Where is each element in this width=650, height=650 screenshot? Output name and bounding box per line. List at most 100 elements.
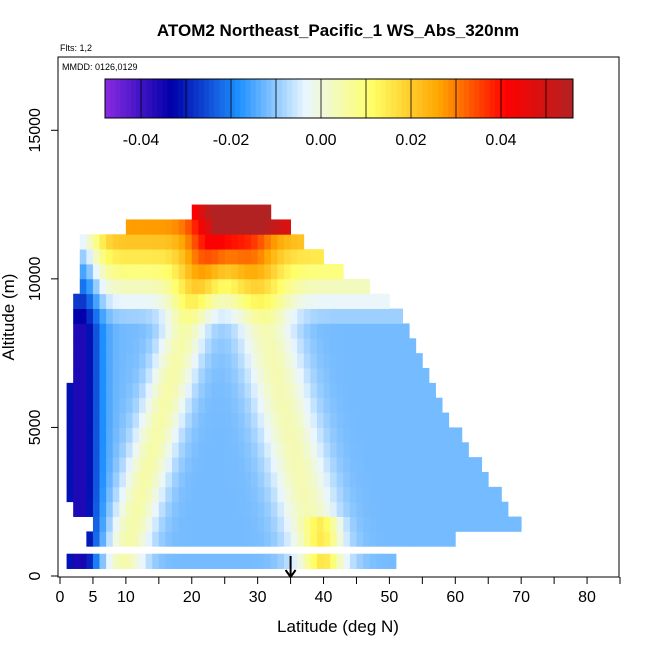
heat-cell bbox=[264, 264, 272, 280]
heat-cell bbox=[382, 531, 390, 547]
heat-cell bbox=[251, 264, 259, 280]
heat-cell bbox=[185, 397, 193, 413]
heat-cell bbox=[422, 368, 430, 384]
heat-cell bbox=[66, 382, 74, 399]
heat-cell bbox=[303, 278, 311, 295]
y-tick-label: 15000 bbox=[27, 108, 44, 153]
heat-cell bbox=[303, 472, 311, 488]
heat-cell bbox=[363, 412, 371, 428]
heat-cell bbox=[158, 531, 166, 547]
heat-cell bbox=[119, 234, 127, 250]
heat-cell bbox=[132, 249, 140, 265]
heat-cell bbox=[244, 382, 252, 399]
heat-cell bbox=[139, 472, 147, 488]
heat-cell bbox=[468, 501, 476, 517]
heat-cell bbox=[251, 308, 259, 324]
heat-cell bbox=[415, 368, 423, 384]
heat-cell bbox=[86, 472, 94, 488]
heat-cell bbox=[369, 368, 377, 384]
heat-cell bbox=[323, 293, 331, 309]
heat-cell bbox=[165, 234, 173, 250]
heat-cell bbox=[165, 486, 173, 503]
heat-cell bbox=[284, 278, 291, 295]
heat-cell bbox=[231, 457, 239, 473]
colorbar-segment bbox=[209, 79, 215, 118]
heat-cell bbox=[132, 278, 140, 295]
heat-cell bbox=[349, 293, 357, 309]
heat-cell bbox=[132, 219, 140, 235]
heat-cell bbox=[369, 308, 377, 324]
heat-cell bbox=[435, 486, 443, 503]
heat-cell bbox=[284, 234, 291, 250]
heat-cell bbox=[204, 293, 212, 309]
heat-cell bbox=[310, 249, 318, 265]
heat-cell bbox=[284, 427, 291, 443]
heat-cell bbox=[270, 308, 278, 324]
heat-cell bbox=[99, 553, 107, 569]
heat-cell bbox=[376, 293, 384, 309]
heat-cell bbox=[461, 516, 469, 532]
heat-cell bbox=[349, 516, 357, 532]
heat-cell bbox=[396, 457, 403, 473]
heat-cell bbox=[218, 368, 226, 384]
heat-cell bbox=[172, 323, 179, 339]
heat-cell bbox=[224, 457, 232, 473]
heat-cell bbox=[270, 516, 278, 532]
colorbar-segment bbox=[151, 79, 158, 118]
heat-cell bbox=[211, 353, 219, 369]
colorbar-segment bbox=[287, 79, 293, 118]
heat-cell bbox=[99, 412, 107, 428]
heat-cell bbox=[284, 457, 291, 473]
heat-cell bbox=[402, 338, 410, 354]
heat-cell bbox=[303, 308, 311, 324]
colorbar-segment bbox=[328, 79, 335, 118]
heat-cell bbox=[237, 553, 245, 569]
heat-cell bbox=[356, 472, 364, 488]
heat-cell bbox=[119, 368, 127, 384]
heat-cell bbox=[461, 442, 469, 458]
heat-cell bbox=[363, 472, 371, 488]
heat-cell bbox=[442, 457, 450, 473]
heat-cell bbox=[428, 457, 436, 473]
heat-cell bbox=[99, 353, 107, 369]
heat-cell bbox=[231, 264, 239, 280]
x-tick-label: 40 bbox=[315, 589, 333, 606]
heat-cell bbox=[310, 368, 318, 384]
heat-cell bbox=[211, 516, 219, 532]
heat-cell bbox=[244, 516, 252, 532]
heat-cell bbox=[435, 516, 443, 532]
heat-cell bbox=[330, 397, 338, 413]
heat-cell bbox=[382, 553, 390, 569]
heat-cell bbox=[323, 323, 331, 339]
heat-cell bbox=[369, 553, 377, 569]
heat-cell bbox=[185, 553, 193, 569]
colorbar-segment bbox=[469, 79, 475, 118]
colorbar-segment bbox=[105, 79, 111, 118]
heat-cell bbox=[204, 308, 212, 324]
heat-cell bbox=[185, 368, 193, 384]
heat-cell bbox=[264, 323, 272, 339]
flights-label: Flts: 1,2 bbox=[60, 43, 92, 53]
heat-cell bbox=[244, 553, 252, 569]
heat-cell bbox=[145, 472, 153, 488]
heat-cell bbox=[165, 323, 173, 339]
heat-cell bbox=[158, 397, 166, 413]
colorbar-tick-label: -0.02 bbox=[213, 132, 250, 149]
heat-cell bbox=[165, 531, 173, 547]
heat-cell bbox=[224, 353, 232, 369]
heat-cell bbox=[198, 204, 206, 220]
heat-cell bbox=[178, 442, 186, 458]
heat-cell bbox=[264, 553, 272, 569]
heat-cell bbox=[270, 293, 278, 309]
heat-cell bbox=[356, 382, 364, 399]
heat-cell bbox=[191, 338, 199, 354]
heat-cell bbox=[204, 219, 212, 235]
heat-cell bbox=[218, 397, 226, 413]
heat-cell bbox=[86, 486, 94, 503]
heat-cell bbox=[79, 442, 87, 458]
heat-cell bbox=[218, 412, 226, 428]
heat-cell bbox=[435, 472, 443, 488]
heat-cell bbox=[224, 472, 232, 488]
heat-cell bbox=[165, 457, 173, 473]
heat-cell bbox=[132, 397, 140, 413]
